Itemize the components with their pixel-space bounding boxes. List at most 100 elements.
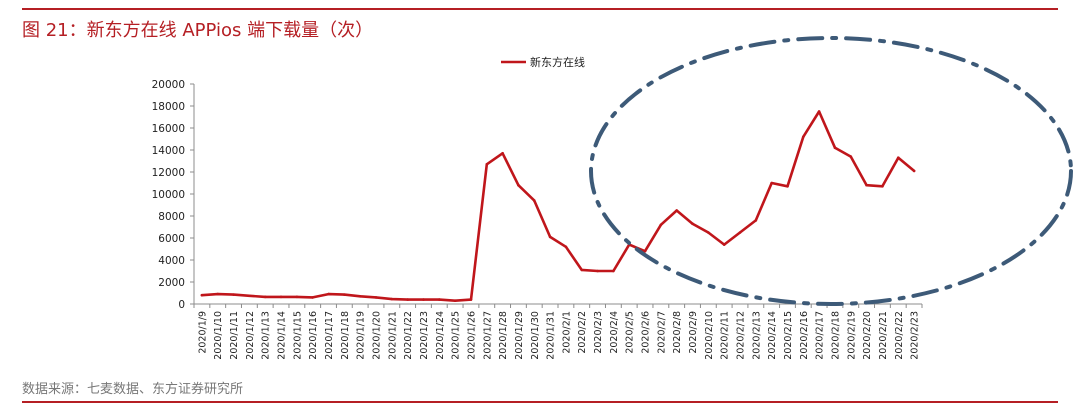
data-point [881,185,884,188]
x-tick-label: 2020/1/23 [419,311,430,360]
y-tick-label: 18000 [152,101,185,113]
data-point [311,296,314,299]
x-tick-label: 2020/2/17 [815,311,826,360]
data-point [469,298,473,301]
x-tick-label: 2020/2/9 [688,311,699,354]
y-tick-label: 6000 [158,233,185,245]
x-tick-label: 2020/2/6 [641,311,652,354]
x-tick-label: 2020/1/31 [546,311,557,360]
data-point [896,156,900,159]
x-tick-label: 2020/2/10 [704,311,715,360]
data-point [707,231,710,234]
data-point [643,249,647,253]
x-tick-label: 2020/1/30 [530,311,541,360]
x-tick-label: 2020/2/5 [625,311,636,354]
x-tick-label: 2020/2/21 [878,311,889,360]
data-point [912,169,916,173]
x-tick-label: 2020/1/14 [277,311,288,360]
y-tick-label: 12000 [152,167,185,179]
x-tick-label: 2020/2/13 [751,311,762,360]
x-tick-label: 2020/1/16 [308,311,319,360]
data-point [770,181,773,185]
y-tick-label: 2000 [158,277,185,289]
data-point [406,298,409,301]
data-point [343,293,346,296]
x-tick-label: 2020/2/11 [720,311,731,360]
y-tick-label: 16000 [152,123,185,135]
data-point [532,199,536,202]
data-point [501,152,504,155]
data-point [390,297,394,301]
x-tick-label: 2020/1/10 [213,311,224,360]
x-tick-label: 2020/1/25 [451,311,462,360]
data-point [580,268,584,272]
data-point [327,292,330,296]
x-tick-label: 2020/1/21 [387,311,398,360]
data-point [374,296,378,299]
legend-label: 新东方在线 [530,55,585,69]
data-point [358,295,362,298]
x-tick-label: 2020/2/1 [561,311,572,354]
x-tick-label: 2020/1/28 [498,311,509,360]
x-tick-label: 2020/2/23 [910,311,921,360]
x-tick-label: 2020/2/20 [862,311,873,360]
x-tick-label: 2020/1/19 [356,311,367,360]
data-point [722,243,726,246]
x-tick-label: 2020/1/13 [261,311,272,360]
chart-caption: 图 21：新东方在线 APPios 端下载量（次） [22,20,374,41]
y-tick-label: 0 [178,299,185,311]
x-tick-label: 2020/2/19 [846,311,857,360]
data-point [248,294,251,298]
data-point [200,293,204,297]
data-point [786,185,789,188]
data-point [802,135,805,139]
data-point [517,183,520,187]
data-point [232,293,235,296]
x-tick-label: 2020/2/8 [672,311,683,354]
x-tick-label: 2020/1/22 [403,311,414,360]
x-tick-label: 2020/1/12 [245,311,256,360]
data-point [564,245,568,249]
highlight-ellipse [589,36,1073,306]
data-point [596,269,599,273]
x-tick-label: 2020/1/26 [466,311,477,360]
data-point [263,295,267,299]
x-tick-label: 2020/1/27 [482,311,493,360]
data-point [849,155,853,158]
x-tick-label: 2020/1/18 [340,311,351,360]
x-tick-label: 2020/1/9 [197,311,208,354]
source-note: 数据来源：七麦数据、东方证券研究所 [22,382,244,397]
x-tick-label: 2020/2/15 [783,311,794,360]
x-tick-label: 2020/2/4 [609,311,620,354]
x-tick-label: 2020/2/18 [830,311,841,360]
y-tick-label: 10000 [152,189,185,201]
x-tick-label: 2020/1/29 [514,311,525,360]
x-tick-label: 2020/1/17 [324,311,335,360]
data-point [485,163,489,166]
x-tick-label: 2020/1/24 [435,311,446,360]
x-tick-label: 2020/2/2 [577,311,588,354]
y-tick-label: 8000 [158,211,185,223]
x-tick-label: 2020/1/20 [372,311,383,360]
y-tick-label: 20000 [152,79,185,91]
x-tick-label: 2020/2/12 [736,311,747,360]
data-point [691,222,694,225]
data-point [833,146,837,150]
x-tick-label: 2020/2/16 [799,311,810,360]
data-point [453,299,457,303]
data-point [754,219,758,222]
data-point [438,298,441,301]
x-tick-label: 2020/2/3 [593,311,604,354]
data-point [216,292,220,296]
x-tick-label: 2020/2/7 [656,311,667,354]
x-tick-label: 2020/1/15 [292,311,303,360]
bottom-rule [22,401,1058,403]
data-point [817,110,821,113]
data-point [738,231,742,234]
x-tick-label: 2020/2/14 [767,311,778,360]
data-point [865,183,868,187]
data-point [548,235,552,239]
top-rule [22,8,1058,10]
x-tick-label: 2020/1/11 [229,311,240,360]
